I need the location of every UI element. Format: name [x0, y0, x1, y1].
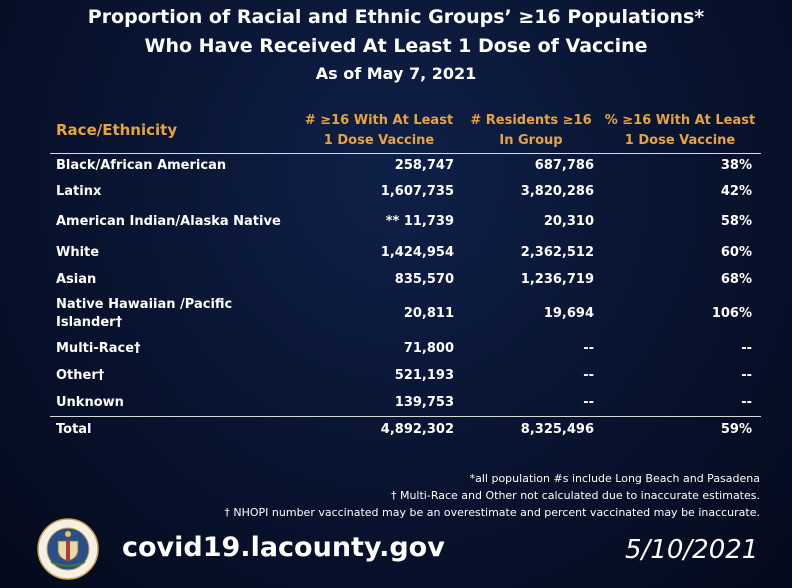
- cell-percent: 68%: [720, 272, 752, 287]
- header-percent-line2: 1 Dose Vaccine: [624, 133, 736, 148]
- cell-vaccinated: 4,892,302: [380, 422, 454, 437]
- cell-residents: 3,820,286: [520, 184, 594, 199]
- header-percent-line1: % ≥16 With At Least: [604, 113, 756, 128]
- header-residents: # Residents ≥16 In Group: [466, 111, 596, 151]
- cell-group: Other†: [56, 368, 105, 383]
- footnote-population: *all population #s include Long Beach an…: [469, 472, 760, 485]
- cell-vaccinated: ** 11,739: [385, 214, 454, 229]
- header-residents-line2: In Group: [499, 133, 563, 148]
- cell-vaccinated: 521,193: [394, 368, 454, 383]
- title-line-2: Who Have Received At Least 1 Dose of Vac…: [144, 35, 648, 57]
- cell-vaccinated: 71,800: [403, 341, 454, 356]
- cell-residents: --: [583, 368, 594, 383]
- cell-group: Unknown: [56, 395, 124, 410]
- header-divider: [50, 153, 761, 154]
- cell-vaccinated: 258,747: [394, 158, 454, 173]
- cell-group: Multi-Race†: [56, 341, 141, 356]
- publish-date: 5/10/2021: [625, 535, 759, 565]
- cell-residents: --: [583, 341, 594, 356]
- total-divider: [50, 416, 761, 417]
- cell-residents: 1,236,719: [520, 272, 594, 287]
- header-race: Race/Ethnicity: [56, 121, 178, 139]
- footnote-multirace: † Multi-Race and Other not calculated du…: [390, 489, 760, 502]
- cell-percent: 38%: [720, 158, 752, 173]
- cell-percent: 59%: [720, 422, 752, 437]
- cell-group: White: [56, 245, 100, 260]
- cell-percent: 58%: [720, 214, 752, 229]
- title-line-1: Proportion of Racial and Ethnic Groups’ …: [87, 6, 705, 28]
- cell-residents: 20,310: [543, 214, 594, 229]
- cell-vaccinated: 1,607,735: [380, 184, 454, 199]
- cell-group-line2: Islander†: [56, 315, 123, 330]
- cell-group: Asian: [56, 272, 97, 287]
- cell-percent: 60%: [720, 245, 752, 260]
- cell-percent: 106%: [711, 306, 752, 321]
- cell-group: American Indian/Alaska Native: [56, 214, 281, 229]
- header-residents-line1: # Residents ≥16: [470, 113, 592, 128]
- cell-residents: 2,362,512: [520, 245, 594, 260]
- cell-vaccinated: 20,811: [403, 306, 454, 321]
- cell-vaccinated: 1,424,954: [380, 245, 454, 260]
- title-date-line: As of May 7, 2021: [315, 64, 477, 83]
- cell-residents: 687,786: [534, 158, 594, 173]
- cell-vaccinated: 835,570: [394, 272, 454, 287]
- footnote-nhopi: † NHOPI number vaccinated may be an over…: [224, 506, 760, 519]
- cell-percent: --: [741, 368, 752, 383]
- header-vaccinated: # ≥16 With At Least 1 Dose Vaccine: [296, 111, 462, 151]
- website-url: covid19.lacounty.gov: [122, 532, 445, 563]
- cell-percent: --: [741, 341, 752, 356]
- cell-group: Total: [56, 422, 92, 437]
- county-seal-icon: [37, 518, 99, 580]
- cell-group: Native Hawaiian /Pacific Islander†: [56, 296, 286, 332]
- cell-group: Black/African American: [56, 158, 227, 173]
- cell-residents: 8,325,496: [520, 422, 594, 437]
- cell-percent: --: [741, 395, 752, 410]
- header-vaccinated-line2: 1 Dose Vaccine: [323, 133, 435, 148]
- header-vaccinated-line1: # ≥16 With At Least: [304, 113, 454, 128]
- cell-group: Latinx: [56, 184, 102, 199]
- header-percent: % ≥16 With At Least 1 Dose Vaccine: [604, 111, 756, 151]
- cell-group-line1: Native Hawaiian /Pacific: [56, 297, 233, 312]
- cell-vaccinated: 139,753: [394, 395, 454, 410]
- cell-percent: 42%: [720, 184, 752, 199]
- cell-residents: --: [583, 395, 594, 410]
- cell-residents: 19,694: [543, 306, 594, 321]
